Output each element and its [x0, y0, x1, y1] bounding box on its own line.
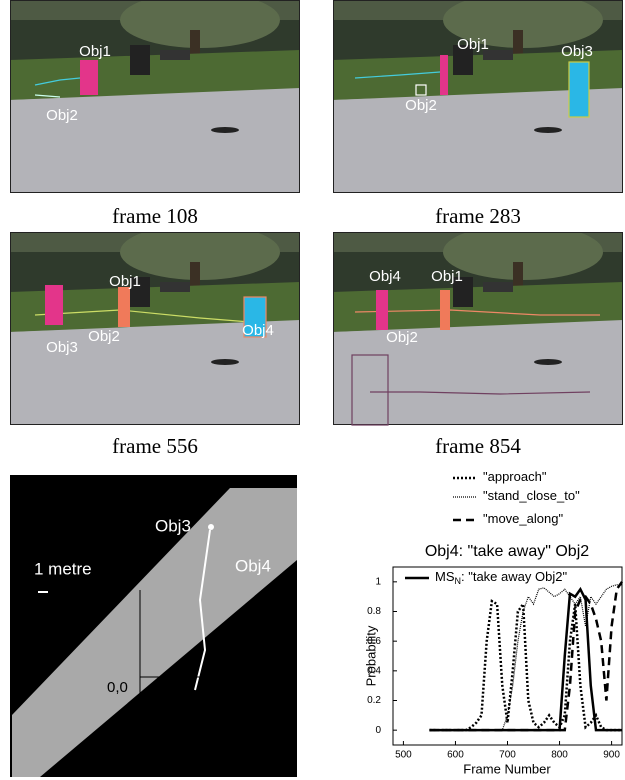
y-tick-label: 0.4 [367, 665, 381, 676]
legend-label: MSN: "take away Obj2" [435, 569, 567, 586]
object-label: Obj2 [405, 97, 437, 114]
legend-text: "approach" [483, 469, 547, 484]
object-label: Obj4 [369, 268, 401, 285]
chart-title: Obj4: "take away" Obj2 [425, 543, 589, 560]
object-label: Obj1 [109, 273, 141, 290]
map-point [208, 524, 214, 530]
y-tick-label: 0 [375, 725, 381, 736]
object-label: Obj1 [457, 36, 489, 53]
legend-text: : "take away Obj2" [461, 569, 567, 584]
figure: 1 metre Obj3 Obj4 0,0 frame 108 Obj1 Obj2 f… [0, 0, 625, 780]
frame-caption: frame 556 [112, 434, 198, 458]
object-label: Obj3 [46, 339, 78, 356]
legend-label: "approach" [483, 469, 547, 484]
x-tick-label: 800 [551, 750, 568, 761]
frame-caption: frame 108 [112, 204, 198, 228]
x-axis-label: Frame Number [463, 761, 551, 776]
legend-text: "move_along" [483, 511, 563, 526]
legend-text: MS [435, 569, 455, 584]
x-tick-label: 700 [499, 750, 516, 761]
legend-text: "stand_close_to" [483, 488, 580, 503]
x-tick-label: 500 [395, 750, 412, 761]
map-label: Obj4 [235, 556, 271, 575]
y-tick-label: 0.2 [367, 695, 381, 706]
map-origin-label: 0,0 [107, 679, 128, 696]
object-label: Obj4 [242, 322, 274, 339]
x-tick-label: 600 [447, 750, 464, 761]
object-label: Obj2 [88, 328, 120, 345]
object-label: Obj1 [431, 268, 463, 285]
y-axis-label: Probability [363, 625, 378, 686]
x-tick-label: 900 [603, 750, 620, 761]
object-label: Obj3 [561, 43, 593, 60]
object-label: Obj2 [386, 329, 418, 346]
y-tick-label: 0.8 [367, 606, 381, 617]
y-tick-label: 1 [375, 576, 381, 587]
object-label: Obj1 [79, 43, 111, 60]
map-label: Obj3 [155, 516, 191, 535]
legend-label: "move_along" [483, 511, 563, 526]
object-label: Obj2 [46, 107, 78, 124]
scale-label: 1 metre [34, 559, 92, 578]
y-tick-label: 0.6 [367, 636, 381, 647]
frame-caption: frame 854 [435, 434, 521, 458]
legend-label: "stand_close_to" [483, 488, 580, 503]
frame-caption: frame 283 [435, 204, 521, 228]
